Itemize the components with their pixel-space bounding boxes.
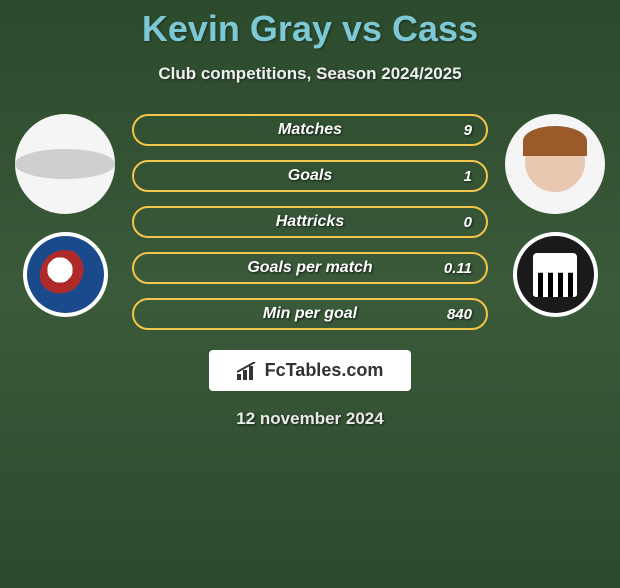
stat-right-value: 1 <box>464 168 472 185</box>
stat-row-goals: Goals 1 <box>132 160 488 192</box>
bars-icon <box>237 362 259 380</box>
footer: FcTables.com 12 november 2024 <box>0 350 620 429</box>
stat-right-value: 9 <box>464 122 472 139</box>
stat-label: Goals per match <box>247 259 372 277</box>
player-photo-left <box>15 114 115 214</box>
page-title: Kevin Gray vs Cass <box>0 8 620 50</box>
brand-link[interactable]: FcTables.com <box>209 350 412 391</box>
stat-label: Min per goal <box>263 305 357 323</box>
stat-row-gpm: Goals per match 0.11 <box>132 252 488 284</box>
stats-list: Matches 9 Goals 1 Hattricks 0 Goals per … <box>120 114 500 330</box>
stat-right-value: 0.11 <box>444 260 472 277</box>
stat-row-mpg: Min per goal 840 <box>132 298 488 330</box>
right-side <box>500 114 610 317</box>
club-crest-chesterfield <box>23 232 108 317</box>
stat-label: Hattricks <box>276 213 344 231</box>
brand-text: FcTables.com <box>265 360 384 381</box>
stat-right-value: 840 <box>447 306 472 323</box>
player-photo-right <box>505 114 605 214</box>
left-side <box>10 114 120 317</box>
stat-label: Matches <box>278 121 342 139</box>
date-text: 12 november 2024 <box>236 409 383 429</box>
comparison-panel: Matches 9 Goals 1 Hattricks 0 Goals per … <box>0 114 620 330</box>
stat-row-hattricks: Hattricks 0 <box>132 206 488 238</box>
stat-label: Goals <box>288 167 332 185</box>
club-crest-grimsby <box>513 232 598 317</box>
stat-right-value: 0 <box>464 214 472 231</box>
stat-row-matches: Matches 9 <box>132 114 488 146</box>
subtitle: Club competitions, Season 2024/2025 <box>0 64 620 84</box>
